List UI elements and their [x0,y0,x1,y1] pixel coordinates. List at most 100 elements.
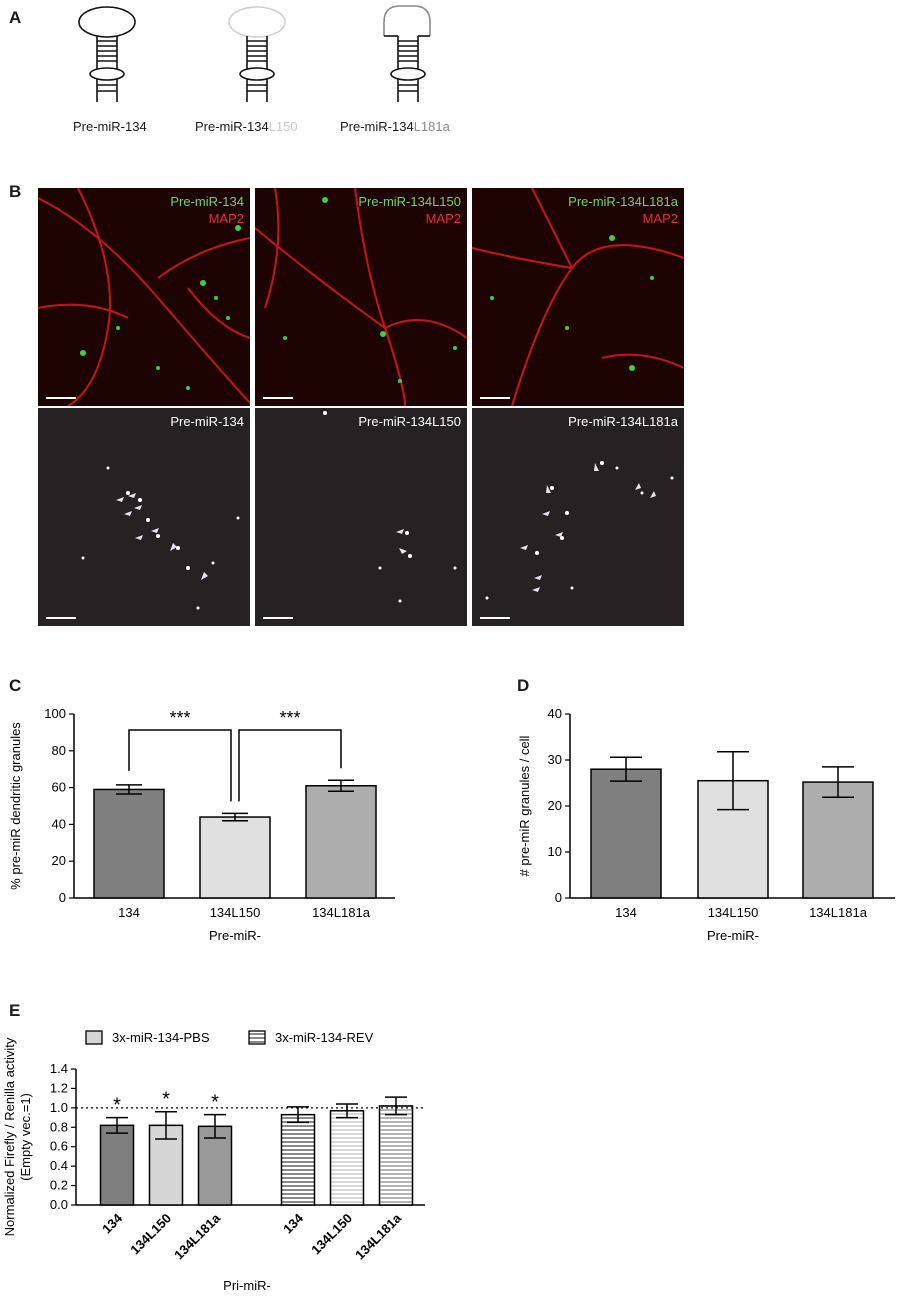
construct-label: Pre-miR-134 [170,414,244,429]
y-tick-label: 0.6 [50,1139,68,1154]
construct-label: Pre-miR-134L150 [358,414,461,429]
y-axis-label: Normalized Firefly / Renilla activity [2,1037,17,1236]
x-axis-label: Pre-miR- [707,928,759,943]
construct-label: Pre-miR-134L150 [358,194,461,209]
significance-star: * [113,1095,121,1117]
scale-bar [480,617,510,619]
panel-label-c: C [9,676,22,695]
bar-3 [802,781,874,899]
x-tick-label: 134 [118,905,140,920]
panel-label-b: B [9,182,22,201]
bar-5 [329,1110,365,1206]
panel-label-d: D [517,676,530,695]
dendrite-image [255,188,467,406]
bar-1 [99,1124,135,1206]
chart-e-luciferase-activity: 0.0 0.2 0.4 0.6 0.8 1.0 1.2 1.4 134 * 134L150 * 134L… [2,1030,425,1293]
x-tick-label: 134L150 [210,905,261,920]
y-tick-label: 20 [548,798,562,813]
dendrite-image [472,188,684,406]
x-tick-label: 134L150 [708,905,759,920]
bar-1 [93,788,165,899]
dendrite-image [38,188,250,406]
legend-label-rev: 3x-miR-134-REV [275,1030,374,1045]
structure-caption-3: Pre-miR-134L181a [340,119,450,134]
y-axis-label: % pre-miR dendritic granules [8,722,23,890]
x-tick-label: 134 [615,905,637,920]
y-tick-label: 0.8 [50,1119,68,1134]
y-tick-label: 60 [52,780,66,795]
significance-star: * [211,1092,219,1114]
chart-c-dendritic-granules: 0 20 40 60 80 100 134 134L150 134L181a Pre-miR- % … [8,706,395,943]
y-tick-label: 30 [548,752,562,767]
micrograph-granules-134l181a: Pre-miR-134L181a [472,408,684,626]
construct-label: Pre-miR-134L181a [568,194,678,209]
y-tick-label: 20 [52,853,66,868]
hairpin-structure-3 [383,5,431,102]
y-tick-label: 80 [52,743,66,758]
chart-d-granules-per-cell: 0 10 20 30 40 134 134L150 134L181a Pre-miR- # pre… [517,706,895,943]
y-axis-label: # pre-miR granules / cell [517,735,532,876]
construct-label: Pre-miR-134L181a [568,414,678,429]
micrograph-granules-134: Pre-miR-134 [38,408,250,626]
y-tick-label: 0 [59,890,66,905]
panel-a-hairpins [78,5,431,102]
y-tick-label: 10 [548,844,562,859]
x-tick-label: 134 [280,1210,306,1236]
bar-1 [590,768,662,899]
x-tick-label: 134 [99,1210,125,1236]
map2-label: MAP2 [208,211,244,226]
bar-4 [280,1113,316,1206]
x-tick-label: 134L181a [312,905,371,920]
micrograph-merge-134l181a: Pre-miR-134L181a MAP2 [472,188,684,406]
y-tick-label: 0.2 [50,1178,68,1193]
granule-image [81,466,240,610]
scale-bar [46,397,76,399]
hairpin-structure-2 [228,6,286,102]
legend-swatch-rev [248,1030,266,1045]
granule-image [323,411,457,603]
x-axis-label: Pri-miR- [223,1278,271,1293]
y-tick-label: 100 [44,706,66,721]
significance-label-2: *** [279,708,300,728]
structure-caption-2: Pre-miR-134L150 [195,119,298,134]
scale-bar [480,397,510,399]
y-tick-label: 0 [555,890,562,905]
x-axis-label: Pre-miR- [209,928,261,943]
y-tick-label: 1.4 [50,1061,68,1076]
significance-star: * [162,1089,170,1111]
y-tick-label: 1.2 [50,1080,68,1095]
construct-label: Pre-miR-134 [170,194,244,209]
bar-3 [197,1125,233,1206]
scale-bar [46,617,76,619]
legend-swatch-pbs [85,1030,103,1045]
y-tick-label: 1.0 [50,1100,68,1115]
micrograph-merge-134l150: Pre-miR-134L150 MAP2 [255,188,467,406]
map2-label: MAP2 [425,211,461,226]
scale-bar [263,617,293,619]
panel-label-a: A [9,8,22,27]
y-axis-label-secondary: (Empty vec.=1) [18,1093,33,1181]
y-tick-label: 0.4 [50,1158,68,1173]
y-tick-label: 0.0 [50,1197,68,1212]
structure-caption-1: Pre-miR-134 [73,119,147,134]
hairpin-structure-1 [78,6,136,102]
panel-label-e: E [9,1001,21,1020]
bar-2 [199,816,271,899]
y-tick-label: 40 [52,816,66,831]
x-tick-label: 134L150 [127,1211,174,1258]
significance-bracket-1 [128,729,232,802]
micrograph-granules-134l150: Pre-miR-134L150 [255,408,467,626]
x-tick-label: 134L181a [352,1210,405,1263]
bar-6 [378,1105,414,1206]
map2-label: MAP2 [642,211,678,226]
x-tick-label: 134L181a [809,905,868,920]
x-tick-label: 134L181a [171,1210,224,1263]
legend-label-pbs: 3x-miR-134-PBS [112,1030,210,1045]
granule-image [485,461,674,600]
scale-bar [263,397,293,399]
significance-label-1: *** [169,708,190,728]
y-tick-label: 40 [548,706,562,721]
significance-bracket-2 [238,729,342,802]
bar-3 [305,785,377,899]
micrograph-merge-134: Pre-miR-134 MAP2 [38,188,250,406]
